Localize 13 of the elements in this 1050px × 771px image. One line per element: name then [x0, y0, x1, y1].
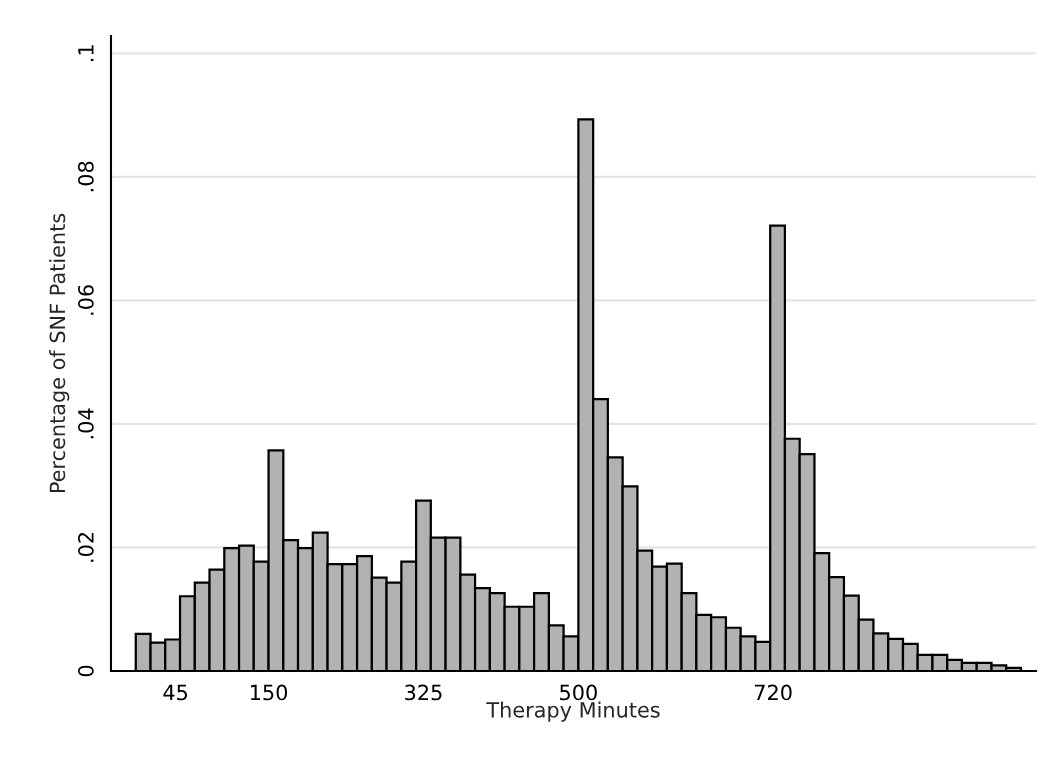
- x-tick-label: 45: [163, 684, 188, 701]
- y-tick-label: .08: [78, 161, 94, 192]
- x-tick-label: 720: [754, 684, 792, 701]
- x-tick-label: 150: [250, 684, 288, 701]
- x-axis-title: Therapy Minutes: [486, 701, 660, 722]
- x-tick-label: 325: [405, 684, 442, 701]
- y-tick-label: .06: [78, 285, 94, 315]
- y-tick-label: .04: [78, 408, 94, 439]
- y-tick-label: .1: [78, 45, 94, 62]
- y-axis-title: Percentage of SNF Patients: [49, 213, 70, 493]
- x-tick-label: 500: [560, 684, 597, 701]
- y-tick-label: 0: [78, 665, 94, 677]
- y-tick-label: .02: [78, 532, 94, 562]
